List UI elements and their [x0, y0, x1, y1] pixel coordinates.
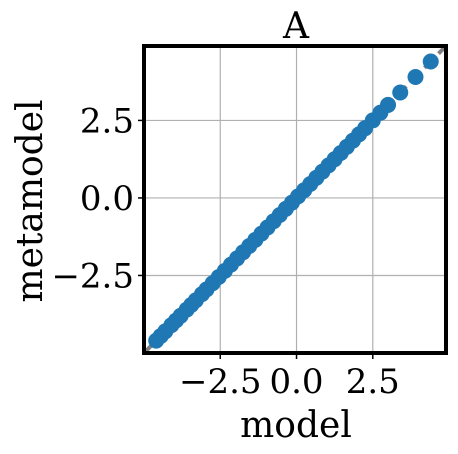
y-ticks: −2.5 0.0 2.5 [51, 101, 144, 296]
scatter-point [380, 96, 397, 113]
points-layer [148, 53, 439, 349]
x-tick-label: −2.5 [179, 362, 262, 402]
x-tick-label: 0.0 [269, 362, 323, 402]
y-tick-label: −2.5 [51, 256, 134, 296]
x-tick-label: 2.5 [346, 362, 400, 402]
scatter-point [407, 69, 424, 86]
y-axis-label: metamodel [10, 99, 51, 302]
scatter-point [392, 84, 409, 101]
x-axis-label: model [240, 405, 352, 446]
scatter-point [422, 53, 439, 70]
x-ticks: −2.5 0.0 2.5 [179, 353, 400, 402]
plot-frame [142, 44, 448, 355]
y-tick-label: 0.0 [80, 179, 134, 219]
chart-title: A [282, 6, 310, 47]
y-tick-label: 2.5 [80, 101, 134, 141]
